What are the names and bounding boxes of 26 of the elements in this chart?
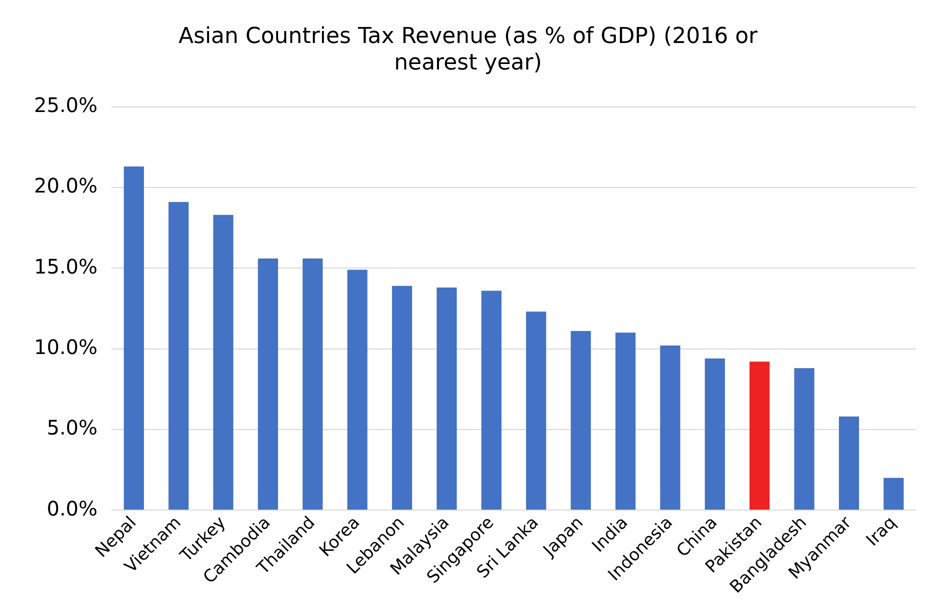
chart-title: Asian Countries Tax Revenue (as % of GDP) (2016 or nearest year)	[178, 24, 759, 76]
bar	[884, 478, 904, 510]
bar	[794, 368, 814, 510]
y-tick-label: 0.0%	[46, 496, 98, 520]
bar	[526, 312, 546, 510]
bar	[570, 331, 591, 510]
bar	[615, 332, 636, 510]
bar	[660, 346, 680, 510]
bar	[704, 358, 725, 510]
bar	[302, 258, 323, 510]
y-tick-label: 10.0%	[34, 334, 98, 359]
bar	[481, 290, 502, 510]
y-tick-label: 5.0%	[46, 416, 98, 440]
bar	[750, 362, 770, 510]
y-tick-label: 15.0%	[34, 254, 98, 278]
y-tick-label: 20.0%	[34, 174, 98, 198]
y-tick-label: 25.0%	[34, 93, 98, 118]
bar	[392, 286, 412, 510]
x-tick-label: Iraq	[862, 512, 900, 550]
bar	[347, 270, 368, 510]
bar	[838, 416, 860, 510]
bar	[168, 202, 189, 510]
bar	[124, 166, 144, 510]
bar	[436, 287, 457, 510]
bar	[258, 258, 278, 510]
bar	[213, 214, 234, 510]
